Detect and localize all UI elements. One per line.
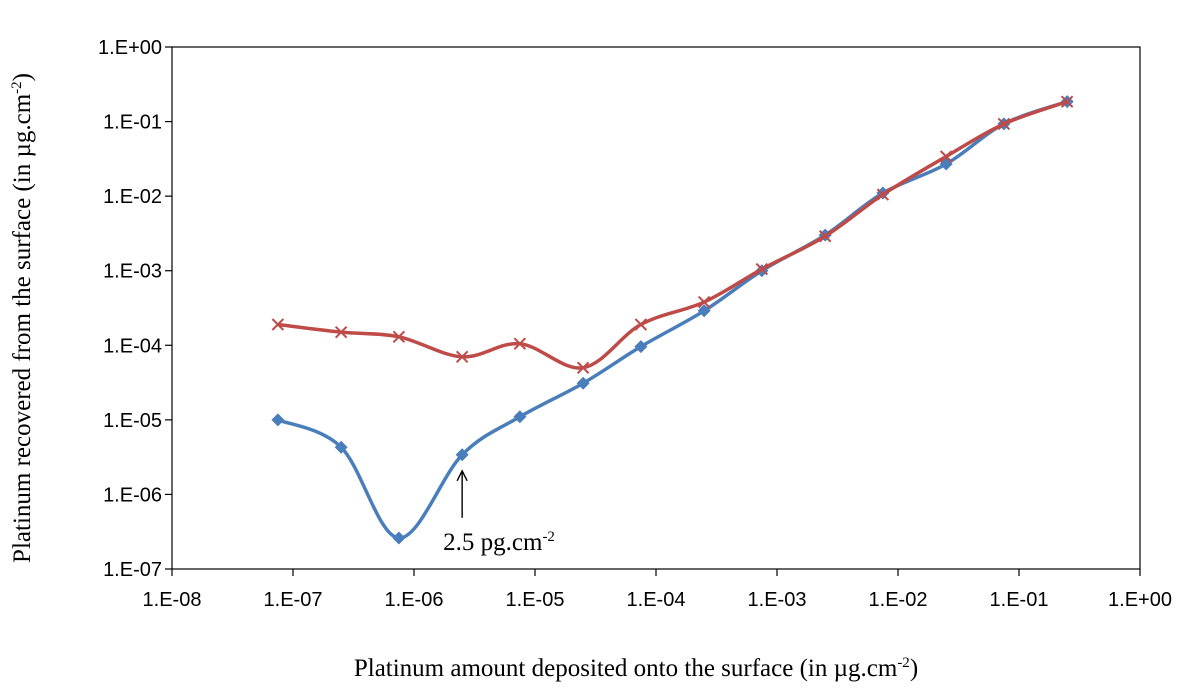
x-tick-label: 1.E-04 xyxy=(627,589,686,611)
x-axis-title-sup: -2 xyxy=(897,655,910,671)
data-point-x xyxy=(271,318,285,331)
data-point-diamond xyxy=(455,448,469,462)
annotation-label-main: 2.5 pg.cm xyxy=(443,529,543,556)
y-axis-title-main: Platinum recovered from the surface (in … xyxy=(9,93,36,563)
y-tick-label: 1.E-04 xyxy=(103,335,162,357)
data-point-x xyxy=(697,295,711,309)
y-tick-label: 1.E-01 xyxy=(103,112,162,134)
x-tick-label: 1.E-08 xyxy=(143,589,202,611)
x-axis-ticks: 1.E-08 1.E-07 1.E-06 1.E-05 1.E-04 1.E-03 1.E-… xyxy=(143,569,1172,611)
y-axis-title: Platinum recovered from the surface (in … xyxy=(9,73,36,563)
data-point-x xyxy=(334,325,348,339)
x-tick-label: 1.E-05 xyxy=(506,589,565,611)
data-point-x xyxy=(513,337,527,350)
data-point-x xyxy=(455,350,469,364)
plot-area-frame xyxy=(171,46,1141,570)
x-tick-label: 1.E-07 xyxy=(264,589,323,611)
x-axis-title-main: Platinum amount deposited onto the surfa… xyxy=(354,655,898,682)
data-point-x xyxy=(1060,95,1074,108)
x-axis-title-tail: ) xyxy=(910,655,918,682)
data-point-diamond xyxy=(271,413,285,427)
data-point-x xyxy=(576,361,590,374)
axes xyxy=(171,46,1141,570)
x-tick-label: 1.E-02 xyxy=(869,589,928,611)
x-tick-label: 1.E-06 xyxy=(385,589,444,611)
data-point-diamond xyxy=(634,340,648,354)
series-line xyxy=(277,99,1068,370)
annotation-label-sup: -2 xyxy=(542,529,555,545)
y-tick-label: 1.E+00 xyxy=(98,37,162,59)
data-point-diamond xyxy=(697,304,711,318)
data-point-x xyxy=(876,188,890,201)
annotation-arrowhead xyxy=(456,469,468,482)
annotation-label: 2.5 pg.cm-2 xyxy=(443,529,555,556)
x-tick-label: 1.E-03 xyxy=(748,589,807,611)
data-point-diamond xyxy=(334,440,348,454)
y-tick-label: 1.E-03 xyxy=(103,261,162,283)
series-1 xyxy=(271,95,1074,545)
data-point-diamond xyxy=(513,410,527,424)
annotation: 2.5 pg.cm-2 xyxy=(443,469,555,556)
y-axis-title-sup: -2 xyxy=(9,81,25,94)
data-point-x xyxy=(755,262,769,276)
data-point-x xyxy=(818,230,832,243)
x-tick-label: 1.E-01 xyxy=(990,589,1049,611)
data-point-diamond xyxy=(576,376,590,390)
x-tick-label: 1.E+00 xyxy=(1108,589,1172,611)
y-tick-label: 1.E-07 xyxy=(103,559,162,581)
y-tick-label: 1.E-05 xyxy=(103,410,162,432)
y-tick-label: 1.E-06 xyxy=(103,484,162,506)
data-point-x xyxy=(634,318,648,331)
series-layer xyxy=(271,95,1074,545)
data-point-x xyxy=(939,150,953,163)
data-point-x xyxy=(997,117,1011,131)
x-axis-title: Platinum amount deposited onto the surfa… xyxy=(354,655,918,682)
y-axis-ticks: 1.E-07 1.E-06 1.E-05 1.E-04 1.E-03 1.E-02 1.E-… xyxy=(98,37,172,581)
data-point-x xyxy=(392,330,406,343)
series-2 xyxy=(271,95,1074,374)
data-point-diamond xyxy=(392,531,406,545)
y-tick-label: 1.E-02 xyxy=(103,186,162,208)
y-axis-title-tail: ) xyxy=(9,73,36,81)
